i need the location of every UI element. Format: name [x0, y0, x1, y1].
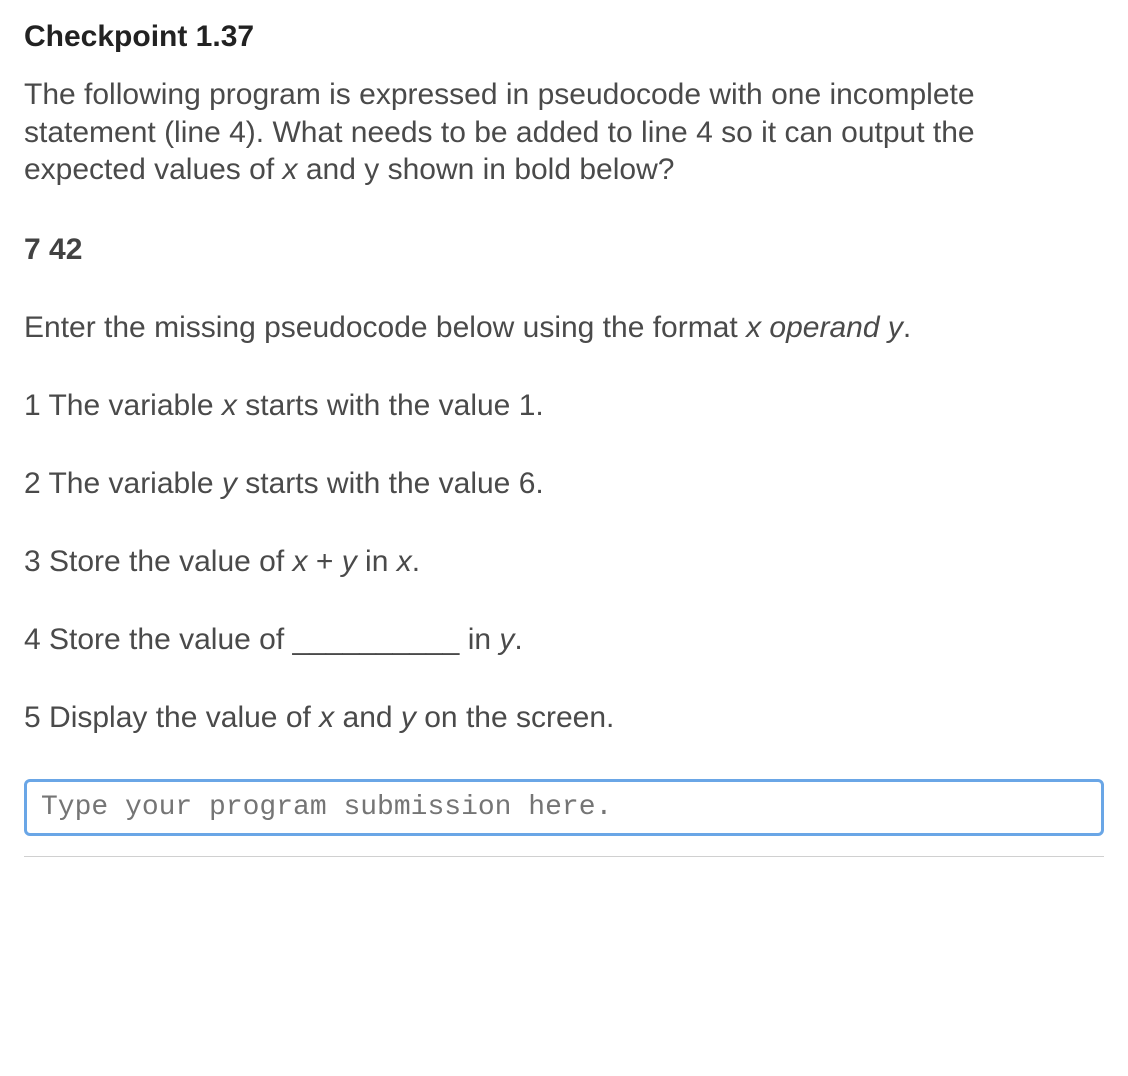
intro-var-x: x	[283, 153, 298, 186]
step-3-plus: +	[308, 545, 342, 578]
step-2: 2 The variable y starts with the value 6…	[24, 467, 1104, 501]
step-4-post: .	[514, 623, 522, 656]
step-5-a: x	[319, 701, 334, 734]
step-5-pre: Display the value of	[41, 701, 319, 734]
step-4-mid: in	[459, 623, 499, 656]
instruction-line: Enter the missing pseudocode below using…	[24, 311, 1104, 345]
step-3-num: 3	[24, 545, 41, 578]
step-1-pre: The variable	[41, 389, 222, 422]
step-2-var: y	[222, 467, 237, 500]
step-1: 1 The variable x starts with the value 1…	[24, 389, 1104, 423]
step-5-and: and	[334, 701, 401, 734]
step-5: 5 Display the value of x and y on the sc…	[24, 701, 1104, 735]
step-2-post: starts with the value 6.	[237, 467, 544, 500]
step-3-mid: in	[357, 545, 397, 578]
step-1-post: starts with the value 1.	[237, 389, 544, 422]
intro-paragraph: The following program is expressed in ps…	[24, 76, 1104, 189]
step-3-post: .	[412, 545, 420, 578]
step-4-pre: Store the value of	[41, 623, 293, 656]
step-4-blank: __________	[293, 623, 460, 656]
step-5-b: y	[401, 701, 416, 734]
expected-output: 7 42	[24, 233, 1104, 267]
step-2-num: 2	[24, 467, 41, 500]
step-4-num: 4	[24, 623, 41, 656]
step-3-expr-b: y	[342, 545, 357, 578]
bottom-divider	[24, 856, 1104, 857]
checkpoint-heading: Checkpoint 1.37	[24, 20, 1104, 54]
step-3-dest: x	[397, 545, 412, 578]
step-1-var: x	[222, 389, 237, 422]
step-1-num: 1	[24, 389, 41, 422]
step-3-pre: Store the value of	[41, 545, 293, 578]
step-2-pre: The variable	[41, 467, 222, 500]
step-5-num: 5	[24, 701, 41, 734]
submission-input[interactable]	[24, 779, 1104, 836]
instruction-post: .	[903, 311, 911, 344]
step-3-expr-a: x	[293, 545, 308, 578]
instruction-format: x operand y	[746, 311, 903, 344]
instruction-pre: Enter the missing pseudocode below using…	[24, 311, 746, 344]
step-4: 4 Store the value of __________ in y.	[24, 623, 1104, 657]
answer-input-wrap	[24, 779, 1104, 836]
step-4-dest: y	[499, 623, 514, 656]
intro-text-mid: and y shown in bold below?	[298, 153, 675, 186]
step-3: 3 Store the value of x + y in x.	[24, 545, 1104, 579]
step-5-post: on the screen.	[416, 701, 614, 734]
